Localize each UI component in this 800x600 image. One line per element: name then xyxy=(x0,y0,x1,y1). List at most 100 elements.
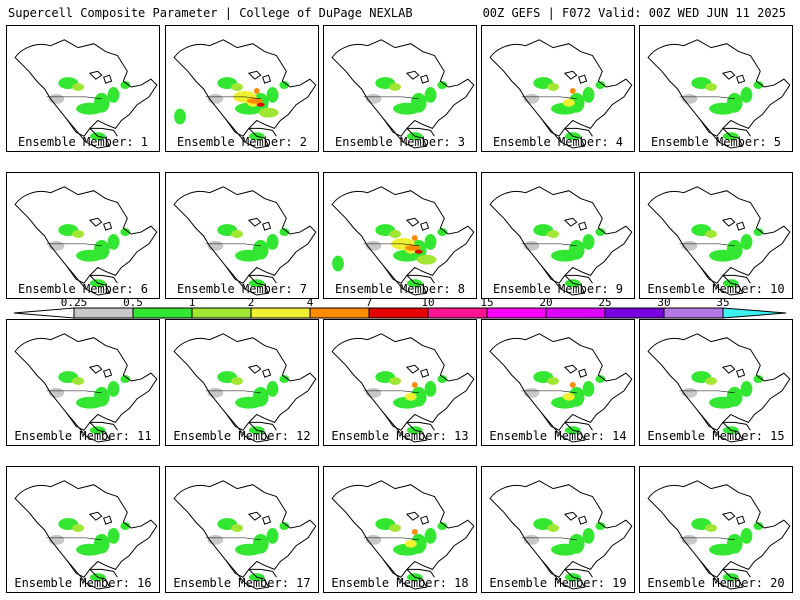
mexico-coast xyxy=(65,412,111,443)
mexico-coast xyxy=(698,559,744,590)
map-canvas xyxy=(173,333,317,443)
scp-contour xyxy=(410,92,427,113)
map-canvas xyxy=(647,480,791,590)
map-panel xyxy=(639,319,793,446)
member-label: Ensemble Member: 6 xyxy=(17,282,149,296)
map-canvas xyxy=(173,39,317,149)
scp-contour xyxy=(726,239,743,260)
map-panel xyxy=(639,172,793,299)
us-border xyxy=(46,537,102,541)
scp-contour xyxy=(252,533,269,554)
great-lakes xyxy=(247,364,272,378)
scp-contour xyxy=(410,386,427,407)
coastline xyxy=(173,39,317,137)
mexico-coast xyxy=(382,559,428,590)
scp-contour xyxy=(562,392,575,401)
map-panel xyxy=(639,25,793,152)
scp-contour xyxy=(705,230,717,238)
us-border xyxy=(205,96,261,100)
scp-contour xyxy=(562,98,575,107)
gulf-coast xyxy=(722,568,751,578)
great-lakes xyxy=(88,70,113,84)
scp-contour xyxy=(569,382,576,388)
scp-contour xyxy=(120,228,131,236)
coastline xyxy=(647,333,791,431)
scp-contour xyxy=(120,81,131,89)
scp-contour xyxy=(414,249,423,254)
scp-contour xyxy=(120,522,131,530)
colorbar-tick-label: 0.5 xyxy=(123,296,143,309)
map-canvas xyxy=(331,333,475,443)
colorbar xyxy=(13,307,787,319)
member-label: Ensemble Member: 16 xyxy=(14,576,152,590)
scp-contour xyxy=(740,528,753,544)
coastline xyxy=(173,480,317,578)
scp-contour xyxy=(705,524,717,532)
coastline xyxy=(489,186,633,284)
map-panel xyxy=(323,172,477,299)
scp-contour xyxy=(107,528,120,544)
great-lakes xyxy=(88,364,113,378)
coastline xyxy=(14,39,158,137)
scp-contour xyxy=(547,230,559,238)
us-border xyxy=(46,390,102,394)
scp-contour xyxy=(582,381,595,397)
scp-contour xyxy=(404,539,417,548)
us-border xyxy=(363,537,419,541)
member-label: Ensemble Member: 4 xyxy=(492,135,624,149)
great-lakes xyxy=(721,364,746,378)
great-lakes xyxy=(405,511,430,525)
scp-contour xyxy=(231,230,243,238)
coastline xyxy=(331,480,475,578)
map-panel xyxy=(481,172,635,299)
mexico-coast xyxy=(65,265,111,296)
mexico-coast xyxy=(224,118,270,149)
coastline xyxy=(331,186,475,284)
map-panel xyxy=(165,172,319,299)
member-label: Ensemble Member: 18 xyxy=(331,576,469,590)
great-lakes xyxy=(247,217,272,231)
scp-contour xyxy=(424,381,437,397)
gulf-coast xyxy=(89,127,118,137)
scp-contour xyxy=(107,87,120,103)
map-canvas xyxy=(647,39,791,149)
scp-contour xyxy=(416,254,437,265)
map-canvas xyxy=(489,186,633,296)
coastline xyxy=(331,333,475,431)
coastline xyxy=(647,186,791,284)
valid-time: 00Z GEFS | F072 Valid: 00Z WED JUN 11 20… xyxy=(482,6,786,20)
mexico-coast xyxy=(65,559,111,590)
member-label: Ensemble Member: 13 xyxy=(331,429,469,443)
scp-contour xyxy=(726,533,743,554)
scp-contour xyxy=(582,87,595,103)
scp-contour xyxy=(120,375,131,383)
scp-contour xyxy=(332,255,344,272)
us-border xyxy=(205,243,261,247)
map-panel xyxy=(165,466,319,593)
scp-contour xyxy=(404,244,421,251)
scp-contour xyxy=(279,375,290,383)
us-border xyxy=(205,537,261,541)
colorbar-tick-label: 25 xyxy=(598,296,612,309)
colorbar-right-cap xyxy=(722,307,787,319)
scp-contour xyxy=(256,102,265,107)
great-lakes xyxy=(247,70,272,84)
scp-contour xyxy=(231,83,243,91)
map-canvas xyxy=(489,39,633,149)
scp-contour xyxy=(266,234,279,250)
page-title: Supercell Composite Parameter | College … xyxy=(8,6,413,20)
colorbar-segment xyxy=(309,307,370,319)
mexico-coast xyxy=(224,559,270,590)
scp-contour xyxy=(753,81,764,89)
gulf-coast xyxy=(722,421,751,431)
scp-contour xyxy=(258,107,279,118)
colorbar-segment xyxy=(545,307,606,319)
gulf-coast xyxy=(722,274,751,284)
scp-contour xyxy=(253,88,260,94)
coastline xyxy=(14,333,158,431)
coastline xyxy=(647,480,791,578)
scp-contour xyxy=(279,522,290,530)
coastline xyxy=(489,333,633,431)
scp-contour xyxy=(726,92,743,113)
great-lakes xyxy=(563,511,588,525)
